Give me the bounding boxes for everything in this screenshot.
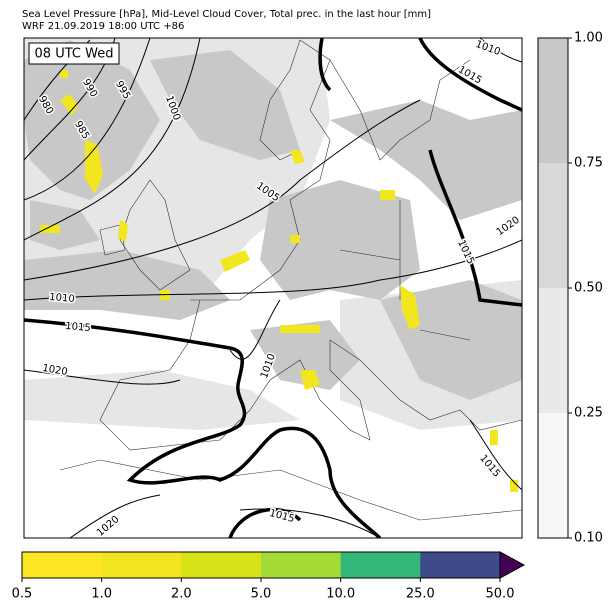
precip-colorbar-segment	[101, 552, 182, 578]
tick-label: 2.0	[171, 587, 192, 602]
precip-colorbar-segment	[340, 552, 421, 578]
isobar-label: 1010	[49, 292, 75, 305]
tick-label: 0.75	[574, 156, 603, 171]
precip-colorbar-segment	[261, 552, 342, 578]
isobar-1015	[24, 38, 522, 538]
time-label: 08 UTC Wed	[35, 47, 114, 62]
tick-label: 50.0	[486, 587, 515, 602]
tick-label: 25.0	[406, 587, 435, 602]
cloud-colorbar-segment	[538, 413, 568, 538]
cloud-colorbar-segment	[538, 163, 568, 288]
time-box	[28, 42, 120, 65]
tick-label: 5.0	[251, 587, 272, 602]
isobar-label: 1015	[65, 321, 91, 334]
cloud-colorbar-segment	[538, 288, 568, 413]
precip-colorbar-extend	[499, 551, 526, 579]
tick-label: 0.50	[574, 281, 603, 296]
cloud-colorbar-segment	[538, 38, 568, 163]
precip-colorbar-segment	[181, 552, 262, 578]
precip-colorbar-segment	[22, 552, 103, 578]
isobar	[24, 38, 522, 538]
title-line-2: WRF 21.09.2019 18:00 UTC +86	[22, 21, 184, 32]
tick-label: 0.10	[574, 531, 603, 546]
cloud-area	[24, 40, 522, 400]
tick-label: 1.00	[574, 31, 603, 46]
tick-label: 1.0	[91, 587, 112, 602]
title-line-1: Sea Level Pressure [hPa], Mid-Level Clou…	[22, 9, 431, 20]
tick-label: 0.5	[12, 587, 33, 602]
tick-label: 10.0	[326, 587, 355, 602]
map-frame	[23, 37, 523, 539]
tick-label: 0.25	[574, 406, 603, 421]
precip-colorbar-segment	[420, 552, 501, 578]
